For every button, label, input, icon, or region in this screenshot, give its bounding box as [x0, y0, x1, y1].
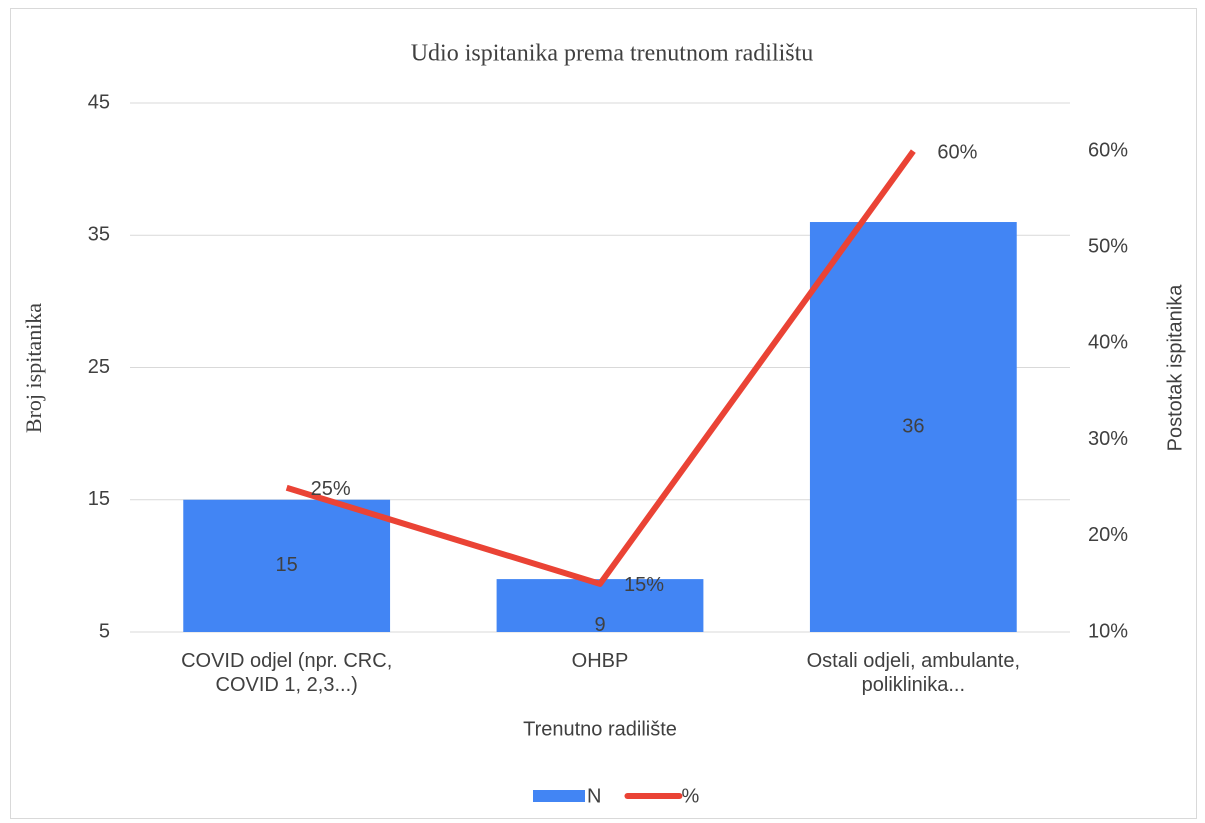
- x-tick-label: COVID odjel (npr. CRC, COVID 1, 2,3...): [181, 650, 392, 696]
- y-tick-label: 45: [88, 91, 110, 113]
- legend-label: N: [587, 785, 601, 807]
- y-tick-label: 5: [99, 620, 110, 642]
- bar: [183, 499, 391, 632]
- y2-tick-label: 10%: [1088, 620, 1128, 642]
- line: [285, 149, 916, 587]
- line-value-label: 60%: [937, 141, 977, 163]
- x-tick-label: OHBP: [572, 650, 629, 672]
- y-tick-label: 25: [88, 356, 110, 378]
- chart-title: Udio ispitanika prema trenutnom radilišt…: [411, 41, 814, 67]
- bar-value-label: 15: [276, 554, 298, 576]
- bar-value-label: 36: [902, 415, 924, 437]
- y-tick-label: 15: [88, 488, 110, 510]
- legend-label: %: [681, 785, 699, 807]
- y-axis-title: Broj ispitanika: [21, 303, 46, 433]
- line-value-label: 25%: [311, 478, 351, 500]
- y2-tick-label: 30%: [1088, 428, 1128, 450]
- y2-tick-label: 40%: [1088, 332, 1128, 354]
- legend-swatch: [533, 790, 585, 802]
- bar-value-label: 9: [594, 614, 605, 636]
- y2-tick-label: 50%: [1088, 236, 1128, 258]
- y2-axis-title: Postotak ispitanika: [1164, 284, 1186, 452]
- bar: [809, 222, 1017, 632]
- x-tick-label: Ostali odjeli, ambulante, poliklinika...: [807, 650, 1020, 696]
- y2-tick-label: 60%: [1088, 139, 1128, 161]
- line-value-label: 15%: [624, 574, 664, 596]
- x-axis-title: Trenutno radilište: [523, 718, 677, 740]
- y-tick-label: 35: [88, 224, 110, 246]
- bar: [496, 579, 704, 632]
- chart-frame: [10, 8, 1197, 819]
- y2-tick-label: 20%: [1088, 524, 1128, 546]
